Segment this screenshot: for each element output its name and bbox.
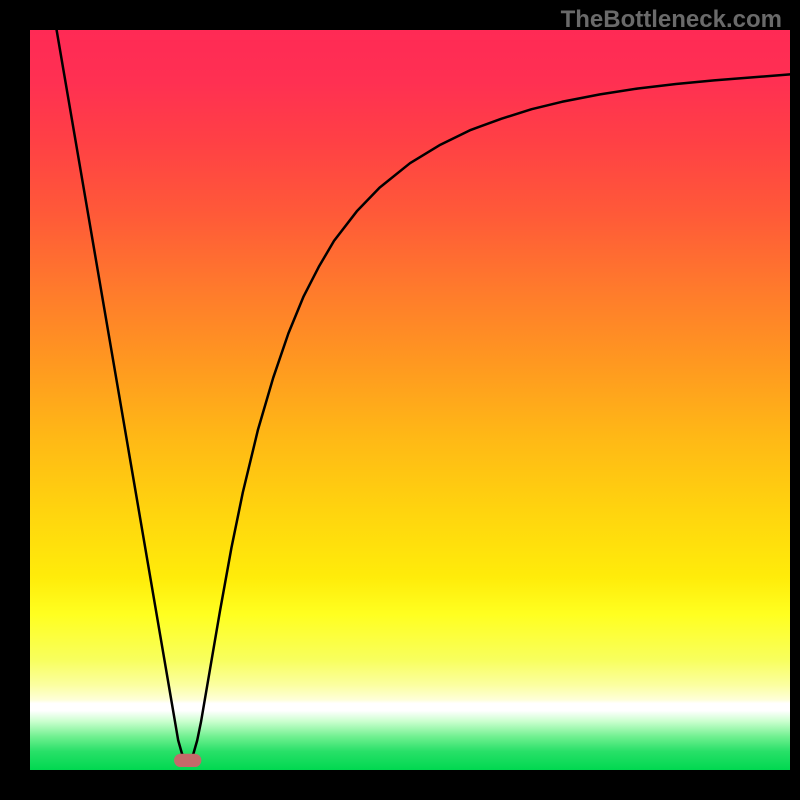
- chart-container: TheBottleneck.com: [0, 0, 800, 800]
- bottleneck-curve-chart: [0, 0, 800, 800]
- optimal-marker: [174, 754, 201, 767]
- chart-gradient-area: [30, 30, 790, 770]
